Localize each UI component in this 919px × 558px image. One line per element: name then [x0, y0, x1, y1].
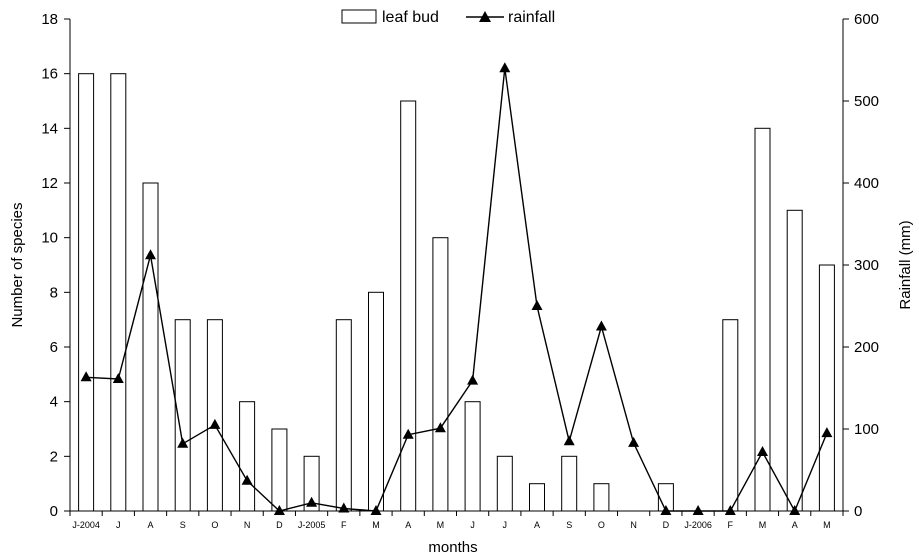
rainfall-point	[306, 496, 318, 507]
y2-tick-label: 500	[854, 93, 879, 110]
y-tick-label: 12	[41, 175, 58, 192]
y2-tick-label: 600	[854, 11, 879, 28]
rainfall-point	[402, 428, 414, 439]
rainfall-point	[177, 437, 189, 448]
x-tick-label: O	[211, 520, 218, 530]
y2-tick-label: 0	[854, 503, 862, 520]
x-tick-label: A	[534, 520, 540, 530]
y-tick-label: 10	[41, 230, 58, 247]
leaf-bud-bar	[561, 455, 578, 512]
rainfall-line-layer	[80, 62, 833, 515]
leaf-bud-bar	[239, 401, 256, 512]
x-tick-label: J	[503, 520, 508, 530]
rainfall-point	[273, 505, 285, 515]
x-tick-label: M	[759, 520, 767, 530]
y-tick-label: 6	[50, 339, 58, 356]
legend-leaf-bud-swatch	[341, 9, 377, 24]
x-tick-label: A	[792, 520, 798, 530]
rainfall-point	[209, 418, 221, 429]
leaf-bud-bar	[464, 401, 481, 512]
rainfall-point	[757, 446, 768, 456]
y2-tick-label: 300	[854, 257, 879, 274]
x-tick-label: A	[147, 520, 153, 530]
leaf-bud-bar	[368, 291, 384, 512]
leaf-bud-bar	[142, 182, 159, 512]
rainfall-point	[338, 502, 350, 513]
x-tick-label: M	[823, 520, 831, 530]
y-tick-label: 14	[41, 120, 58, 137]
y-tick-label: 18	[41, 11, 58, 28]
rainfall-point	[628, 436, 640, 447]
legend: leaf bud rainfall	[341, 9, 555, 26]
leaf-bud-bar	[722, 319, 739, 512]
x-tick-label: F	[728, 520, 734, 530]
x-tick-label: N	[630, 520, 637, 530]
leaf-bud-bar	[110, 73, 127, 512]
leaf-bud-bar	[271, 428, 288, 512]
axes-layer: 0 2 4 6 8 10 12 14 16 18 0 100 200 300 400 500 600 J-2004…	[41, 11, 879, 530]
x-axis-title: months	[428, 539, 477, 556]
x-tick-label: F	[341, 520, 347, 530]
rainfall-point	[434, 422, 446, 433]
x-tick-label: D	[276, 520, 283, 530]
y2-tick-label: 200	[854, 339, 879, 356]
rainfall-point	[80, 371, 92, 382]
leaf-bud-bar	[529, 483, 545, 512]
y2-tick-label: 100	[854, 421, 879, 438]
rainfall-point	[370, 505, 382, 515]
legend-leaf-bud-label: leaf bud	[382, 9, 439, 26]
leaf-bud-bar	[818, 264, 835, 512]
rainfall-line	[86, 68, 828, 513]
y2-tick-label: 400	[854, 175, 879, 192]
y-tick-label: 2	[50, 448, 58, 465]
rainfall-point	[724, 505, 736, 515]
rainfall-point	[499, 62, 511, 73]
y-axis-title: Number of species	[9, 202, 26, 327]
rainfall-point	[595, 320, 607, 331]
x-tick-label: J-2004	[72, 520, 100, 530]
leaf-bud-bar	[593, 483, 610, 512]
leaf-bud-bar	[400, 100, 417, 512]
x-tick-label: J	[116, 520, 121, 530]
rainfall-point	[145, 249, 156, 260]
y2-axis-title: Rainfall (mm)	[897, 220, 914, 309]
rainfall-point	[821, 427, 833, 438]
y-tick-label: 16	[41, 66, 58, 83]
x-tick-label: M	[372, 520, 380, 530]
rainfall-point	[112, 373, 124, 383]
x-tick-label: S	[566, 520, 572, 530]
leaf-bud-bar	[206, 319, 223, 512]
x-tick-label: J-2005	[298, 520, 326, 530]
rainfall-point	[692, 505, 704, 515]
leaf-bud-bar	[432, 237, 449, 512]
leaf-bud-bar	[496, 455, 513, 512]
bars-layer	[78, 73, 835, 512]
y-tick-label: 4	[50, 394, 58, 411]
x-tick-label: A	[405, 520, 411, 530]
rainfall-point	[660, 505, 672, 515]
legend-rainfall-label: rainfall	[508, 9, 555, 26]
x-tick-label: S	[180, 520, 186, 530]
x-tick-label: J-2006	[684, 520, 712, 530]
rainfall-point	[789, 505, 801, 515]
x-tick-label: M	[437, 520, 445, 530]
y-tick-label: 0	[50, 503, 58, 520]
x-tick-label: O	[598, 520, 605, 530]
rainfall-point	[241, 474, 253, 485]
leaf-bud-bar	[335, 319, 352, 512]
rainfall-point	[563, 435, 575, 446]
leaf-bud-bar	[78, 73, 95, 512]
leaf-bud-bar	[786, 209, 803, 512]
y-tick-label: 8	[50, 284, 58, 301]
rainfall-point	[467, 374, 479, 385]
legend-rainfall-marker	[479, 11, 491, 22]
x-tick-label: D	[663, 520, 670, 530]
rainfall-point	[531, 300, 543, 310]
x-tick-label: N	[244, 520, 251, 530]
x-tick-label: J	[470, 520, 475, 530]
